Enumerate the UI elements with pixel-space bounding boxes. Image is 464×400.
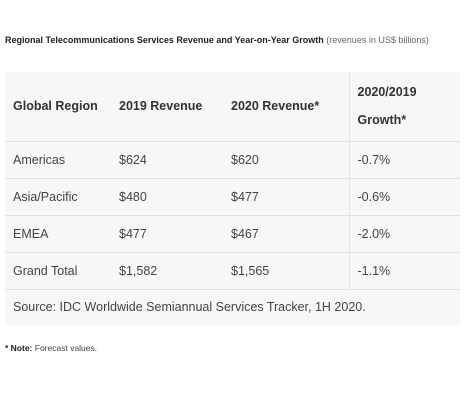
cell-region: Grand Total [5,251,119,289]
cell-growth: -0.6% [348,177,460,215]
cell-growth: -1.1% [348,251,460,289]
cell-2019-revenue: $480 [119,177,231,215]
revenue-table-container: Global Region 2019 Revenue 2020 Revenue*… [5,72,460,325]
cell-2020-revenue: $1,565 [231,251,349,289]
table-row: Americas $624 $620 -0.7% [5,140,460,178]
footnote: * Note: Forecast values. [5,343,97,353]
table-source: Source: IDC Worldwide Semiannual Service… [5,288,460,325]
cell-region: Americas [5,140,119,178]
table-row: Grand Total $1,582 $1,565 -1.1% [5,251,460,289]
cell-growth: -0.7% [348,140,460,178]
cell-region: Asia/Pacific [5,177,119,215]
table-header-row: Global Region 2019 Revenue 2020 Revenue*… [5,72,460,141]
cell-growth: -2.0% [348,214,460,252]
header-2019-revenue: 2019 Revenue [119,99,203,114]
header-global-region: Global Region [13,99,98,114]
table-row: Asia/Pacific $480 $477 -0.6% [5,177,460,215]
table-source-row: Source: IDC Worldwide Semiannual Service… [5,288,460,325]
cell-2019-revenue: $1,582 [119,251,231,289]
cell-2020-revenue: $467 [231,214,349,252]
table-title: Regional Telecommunications Services Rev… [5,35,429,45]
footnote-text: Forecast values. [34,343,98,353]
header-2020-revenue: 2020 Revenue* [231,99,320,114]
header-growth: 2020/2019 Growth* [348,72,460,141]
revenue-table: Global Region 2019 Revenue 2020 Revenue*… [5,72,460,325]
table-title-units: (revenues in US$ billions) [326,35,429,45]
footnote-label: * Note: [5,343,33,353]
cell-2020-revenue: $477 [231,177,349,215]
cell-2019-revenue: $477 [119,214,231,252]
cell-2020-revenue: $620 [231,140,349,178]
cell-region: EMEA [5,214,119,252]
cell-2019-revenue: $624 [119,140,231,178]
table-title-main: Regional Telecommunications Services Rev… [5,35,324,45]
table-row: EMEA $477 $467 -2.0% [5,214,460,252]
